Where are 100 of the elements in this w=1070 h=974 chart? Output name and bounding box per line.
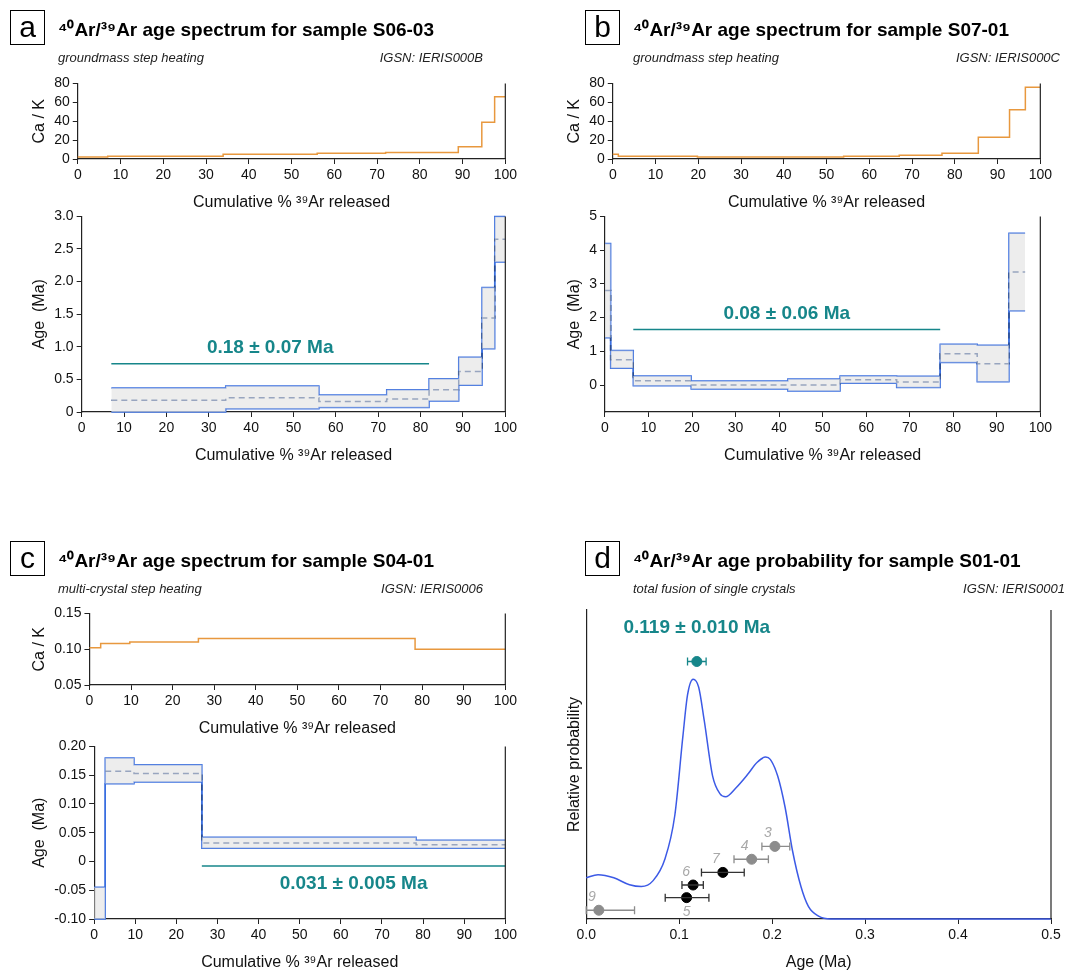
x-tick-label: 0.3	[855, 926, 876, 943]
x-axis-title: Cumulative % ³⁹Ar released	[727, 192, 926, 210]
x-axis-title: Cumulative % ³⁹Ar released	[194, 445, 393, 463]
x-tick-label: 30	[727, 419, 744, 436]
text: IGSN: IERIS000C	[955, 50, 1060, 65]
x-tick-label: 90	[989, 419, 1005, 436]
annotation: 0.08 ± 0.06 Ma	[723, 302, 851, 324]
x-tick-label: 40	[248, 692, 264, 709]
y-tick-label: 5	[589, 207, 598, 224]
x-tick-label: 60	[326, 166, 343, 183]
x-tick-label: 10	[112, 166, 129, 183]
x-tick-label: 60	[331, 692, 347, 709]
point	[769, 840, 781, 852]
x-tick-label: 50	[818, 166, 835, 183]
x-tick-label: 100	[493, 166, 518, 183]
x-tick-label: 10	[640, 419, 657, 436]
x-tick-label: 70	[370, 419, 387, 436]
y-tick-label: 40	[54, 112, 70, 129]
y-tick-label: 1.0	[54, 337, 74, 354]
x-tick-label: 30	[200, 419, 217, 436]
y-tick-label: 0.20	[58, 737, 87, 754]
x-tick-label: 20	[684, 419, 701, 436]
x-tick-label: 0.4	[948, 926, 968, 943]
annotation: 5	[682, 902, 691, 919]
chart-title: ⁴⁰Ar/³⁹Ar age spectrum for sample S06-03	[58, 18, 434, 42]
x-tick-label: 80	[414, 692, 431, 709]
y-axis-title: Relative probability	[565, 696, 583, 833]
x-tick-label: 80	[945, 419, 962, 436]
x-tick-label: 30	[209, 926, 226, 943]
x-tick-label: 40	[776, 166, 792, 183]
x-tick-label: 50	[814, 419, 831, 436]
y-axis-title: Ca / K	[30, 98, 48, 144]
x-axis-title: Age (Ma)	[785, 952, 852, 970]
x-tick-label: 90	[454, 166, 471, 183]
y-axis-title: Ca / K	[565, 98, 583, 144]
x-tick-label: 100	[1028, 166, 1053, 183]
x-tick-label: 0	[90, 926, 99, 943]
y-tick-label: 0	[61, 149, 70, 166]
panel-letter-box: c	[10, 541, 45, 576]
x-tick-label: 80	[415, 926, 432, 943]
y-tick-label: -0.10	[54, 909, 87, 926]
x-tick-label: 50	[289, 692, 306, 709]
x-tick-label: 80	[412, 166, 428, 183]
point	[691, 656, 703, 667]
text: IGSN: IERIS0001	[963, 581, 1065, 596]
y-tick-label: 3	[589, 274, 598, 291]
x-tick-label: 0.5	[1041, 926, 1061, 943]
annotation: 4	[740, 837, 749, 854]
x-tick-label: 20	[158, 419, 175, 436]
x-tick-label: 50	[283, 166, 300, 183]
x-tick-label: 60	[861, 166, 878, 183]
x-tick-label: 0.2	[762, 926, 783, 943]
x-tick-label: 70	[901, 419, 918, 436]
panel-letter-box: a	[10, 10, 45, 45]
y-tick-label: 0.5	[54, 370, 74, 387]
y-axis-title: Ca / K	[30, 626, 48, 672]
text: IGSN: IERIS000B	[379, 50, 483, 65]
x-tick-label: 90	[989, 166, 1006, 183]
x-tick-label: 80	[947, 166, 963, 183]
x-tick-label: 50	[285, 419, 302, 436]
x-tick-label: 20	[168, 926, 185, 943]
x-tick-label: 70	[904, 166, 921, 183]
chart-subtitle: multi-crystal step heating	[58, 581, 202, 596]
x-axis-title: Cumulative % ³⁹Ar released	[198, 718, 396, 736]
y-tick-label: 2.0	[54, 272, 74, 289]
annotation: 7	[711, 850, 721, 867]
x-tick-label: 10	[647, 166, 664, 183]
y-tick-label: 0	[78, 852, 87, 869]
x-tick-label: 70	[374, 926, 390, 943]
y-tick-label: 0.15	[58, 766, 87, 783]
x-tick-label: 90	[456, 926, 473, 943]
x-tick-label: 10	[116, 419, 133, 436]
y-tick-label: 4	[589, 240, 598, 257]
x-tick-label: 40	[241, 166, 257, 183]
chart-subtitle: groundmass step heating	[633, 50, 779, 65]
y-tick-label: 1.5	[54, 305, 74, 322]
x-tick-label: 10	[127, 926, 144, 943]
y-tick-label: 3.0	[54, 207, 74, 224]
x-axis-title: Cumulative % ³⁹Ar released	[192, 192, 391, 210]
x-axis-title: Cumulative % ³⁹Ar released	[724, 445, 922, 463]
y-tick-label: 0.05	[58, 823, 87, 840]
y-tick-label: 40	[589, 112, 605, 129]
x-tick-label: 0	[608, 166, 617, 183]
annotation: 3	[764, 824, 773, 841]
y-tick-label: 60	[589, 93, 605, 110]
x-tick-label: 100	[1028, 419, 1053, 436]
y-tick-label: 0	[596, 149, 605, 166]
x-tick-label: 60	[858, 419, 875, 436]
y-tick-label: 20	[589, 130, 605, 147]
y-tick-label: 60	[54, 93, 70, 110]
chart-subtitle: total fusion of single crystals	[633, 581, 796, 596]
chart-subtitle: groundmass step heating	[58, 50, 204, 65]
x-tick-label: 70	[372, 692, 389, 709]
x-tick-label: 100	[493, 692, 518, 709]
point	[746, 853, 758, 865]
x-tick-label: 60	[328, 419, 344, 436]
x-tick-label: 20	[155, 166, 172, 183]
x-tick-label: 30	[198, 166, 215, 183]
y-tick-label: 20	[54, 130, 70, 147]
chart-title: ⁴⁰Ar/³⁹Ar age probability for sample S01-01	[633, 549, 1021, 573]
